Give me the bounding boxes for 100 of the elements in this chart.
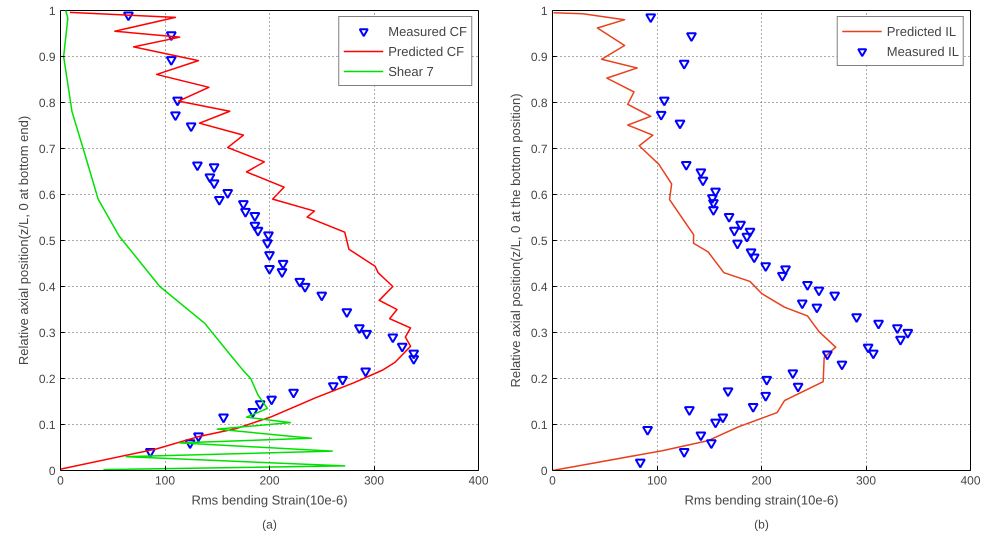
point bbox=[892, 324, 903, 334]
point bbox=[760, 392, 772, 402]
x-tick-label: 300 bbox=[364, 474, 384, 488]
point bbox=[249, 222, 260, 232]
point bbox=[341, 308, 352, 318]
point bbox=[276, 268, 288, 278]
point bbox=[204, 173, 216, 184]
point bbox=[264, 251, 275, 261]
x-tick-label: 400 bbox=[468, 474, 489, 488]
point bbox=[787, 369, 798, 380]
y-tick-label: 0.8 bbox=[38, 96, 56, 110]
point bbox=[894, 336, 906, 346]
legend-label: Predicted IL bbox=[886, 24, 956, 38]
point bbox=[166, 31, 177, 42]
line-series bbox=[62, 10, 346, 470]
point bbox=[722, 387, 734, 398]
y-tick-label: 0.7 bbox=[530, 142, 548, 156]
y-tick-label: 0.2 bbox=[38, 372, 56, 386]
point bbox=[686, 32, 697, 42]
point bbox=[634, 458, 646, 468]
point bbox=[684, 406, 695, 416]
point bbox=[656, 110, 667, 121]
point bbox=[710, 418, 722, 428]
point bbox=[658, 96, 670, 106]
point bbox=[873, 320, 884, 330]
legend-label: Measured IL bbox=[886, 44, 959, 58]
y-tick-label: 1 bbox=[48, 4, 56, 18]
x-axis-title: Rms bending Strain(10e-6) bbox=[191, 492, 348, 508]
point bbox=[717, 414, 728, 424]
point bbox=[697, 176, 708, 186]
y-tick-label: 0.2 bbox=[530, 372, 548, 386]
legend-label: Predicted CF bbox=[388, 44, 464, 58]
point bbox=[408, 350, 420, 360]
point bbox=[249, 212, 260, 222]
point bbox=[811, 304, 822, 314]
point bbox=[266, 396, 278, 406]
point bbox=[748, 402, 759, 413]
y-tick-label: 0.6 bbox=[38, 188, 56, 202]
x-tick-label: 300 bbox=[856, 474, 876, 488]
point bbox=[851, 313, 862, 324]
point bbox=[218, 414, 230, 424]
y-tick-label: 0.3 bbox=[530, 326, 548, 340]
point bbox=[724, 212, 735, 223]
y-tick-label: 0.8 bbox=[530, 96, 548, 110]
point bbox=[642, 426, 654, 436]
y-axis-title: Relative axial position(z/L, 0 at the bottom position) bbox=[508, 93, 523, 388]
point bbox=[792, 382, 804, 393]
point bbox=[208, 179, 220, 190]
x-tick-label: 200 bbox=[751, 474, 772, 488]
y-tick-label: 0 bbox=[540, 464, 548, 478]
point bbox=[254, 400, 266, 410]
legend-label: Shear 7 bbox=[388, 64, 434, 78]
x-tick-label: 100 bbox=[154, 474, 176, 488]
point bbox=[172, 96, 184, 106]
point bbox=[208, 163, 220, 174]
point bbox=[396, 342, 408, 352]
legend-label: Measured CF bbox=[388, 24, 467, 38]
point bbox=[746, 248, 757, 258]
point bbox=[678, 60, 690, 70]
text: (b) bbox=[754, 518, 769, 532]
point bbox=[813, 286, 824, 296]
point bbox=[294, 278, 306, 288]
y-tick-label: 0.1 bbox=[530, 418, 548, 432]
y-tick-label: 0.9 bbox=[38, 50, 56, 64]
point bbox=[802, 281, 813, 291]
point bbox=[761, 376, 772, 386]
x-tick-label: 400 bbox=[960, 474, 981, 488]
point bbox=[868, 350, 879, 360]
point bbox=[278, 260, 289, 270]
text: (a) bbox=[262, 518, 277, 532]
point bbox=[708, 206, 719, 216]
point bbox=[408, 355, 420, 365]
point bbox=[192, 432, 204, 442]
point bbox=[387, 334, 398, 344]
point bbox=[829, 292, 840, 302]
point bbox=[741, 232, 752, 243]
point bbox=[192, 161, 203, 172]
point bbox=[674, 120, 686, 130]
point bbox=[822, 350, 833, 360]
y-tick-label: 0.7 bbox=[38, 142, 56, 156]
point bbox=[360, 368, 372, 378]
x-tick-label: 100 bbox=[646, 474, 668, 488]
point bbox=[862, 344, 874, 354]
point bbox=[240, 208, 251, 218]
point bbox=[695, 431, 706, 442]
point bbox=[760, 262, 772, 272]
point bbox=[680, 161, 692, 171]
x-tick-label: 200 bbox=[259, 474, 280, 488]
point bbox=[748, 253, 760, 264]
point bbox=[708, 199, 719, 209]
point bbox=[735, 220, 746, 231]
point bbox=[706, 439, 717, 450]
y-tick-label: 0.5 bbox=[530, 234, 548, 248]
point bbox=[732, 240, 743, 250]
y-tick-label: 1 bbox=[540, 4, 548, 18]
point bbox=[184, 439, 196, 450]
y-tick-label: 0.4 bbox=[530, 280, 548, 294]
point bbox=[264, 264, 275, 275]
x-tick-label: 0 bbox=[57, 474, 64, 488]
point bbox=[170, 111, 181, 122]
